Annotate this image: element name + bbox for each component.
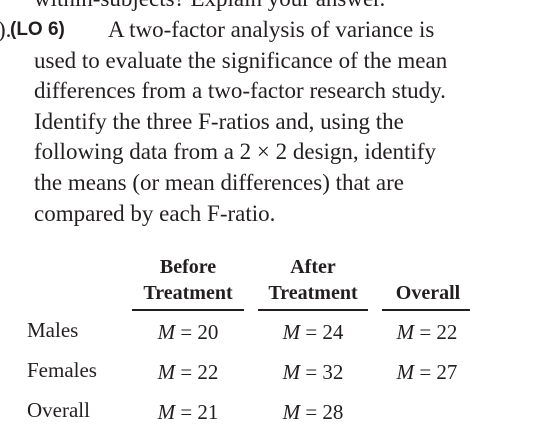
cell-overall-after: M = 28 bbox=[282, 400, 344, 424]
question-line: compared by each F-ratio. bbox=[34, 200, 276, 226]
cell-females-before: M = 22 bbox=[157, 360, 219, 384]
cell-overall-before: M = 21 bbox=[157, 400, 219, 424]
col-header-after-top: After bbox=[290, 256, 336, 278]
question-number: ). bbox=[0, 17, 12, 42]
cell-males-overall: M = 22 bbox=[396, 320, 458, 344]
row-label-males: Males bbox=[27, 318, 79, 342]
previous-question-cut-line: within-subjects? Explain your answer. bbox=[34, 0, 385, 14]
header-rule bbox=[382, 309, 470, 311]
col-header-before-bottom: Treatment bbox=[143, 282, 233, 304]
question-line: A two-factor analysis of variance is bbox=[108, 17, 435, 42]
question-line: the means (or mean differences) that are bbox=[34, 169, 404, 195]
col-header-after-bottom: Treatment bbox=[268, 282, 358, 304]
col-header-before-top: Before bbox=[159, 256, 217, 278]
cell-females-after: M = 32 bbox=[282, 360, 344, 384]
learning-objective-label: (LO 6) bbox=[10, 19, 65, 40]
cell-males-after: M = 24 bbox=[282, 320, 344, 344]
header-rule bbox=[258, 309, 368, 311]
question-text: A two-factor analysis of variance is use… bbox=[34, 15, 532, 229]
row-label-overall: Overall bbox=[27, 398, 90, 422]
question-line: differences from a two-factor research s… bbox=[34, 78, 446, 104]
col-header-overall: Overall bbox=[395, 282, 461, 304]
question-line: Identify the three F-ratios and, using t… bbox=[34, 108, 404, 134]
question-line: used to evaluate the significance of the… bbox=[34, 47, 448, 73]
question-line: following data from a 2 × 2 design, iden… bbox=[34, 139, 436, 165]
header-rule bbox=[132, 309, 244, 311]
row-label-females: Females bbox=[27, 358, 97, 382]
cell-females-overall: M = 27 bbox=[396, 360, 458, 384]
cell-males-before: M = 20 bbox=[157, 320, 219, 344]
